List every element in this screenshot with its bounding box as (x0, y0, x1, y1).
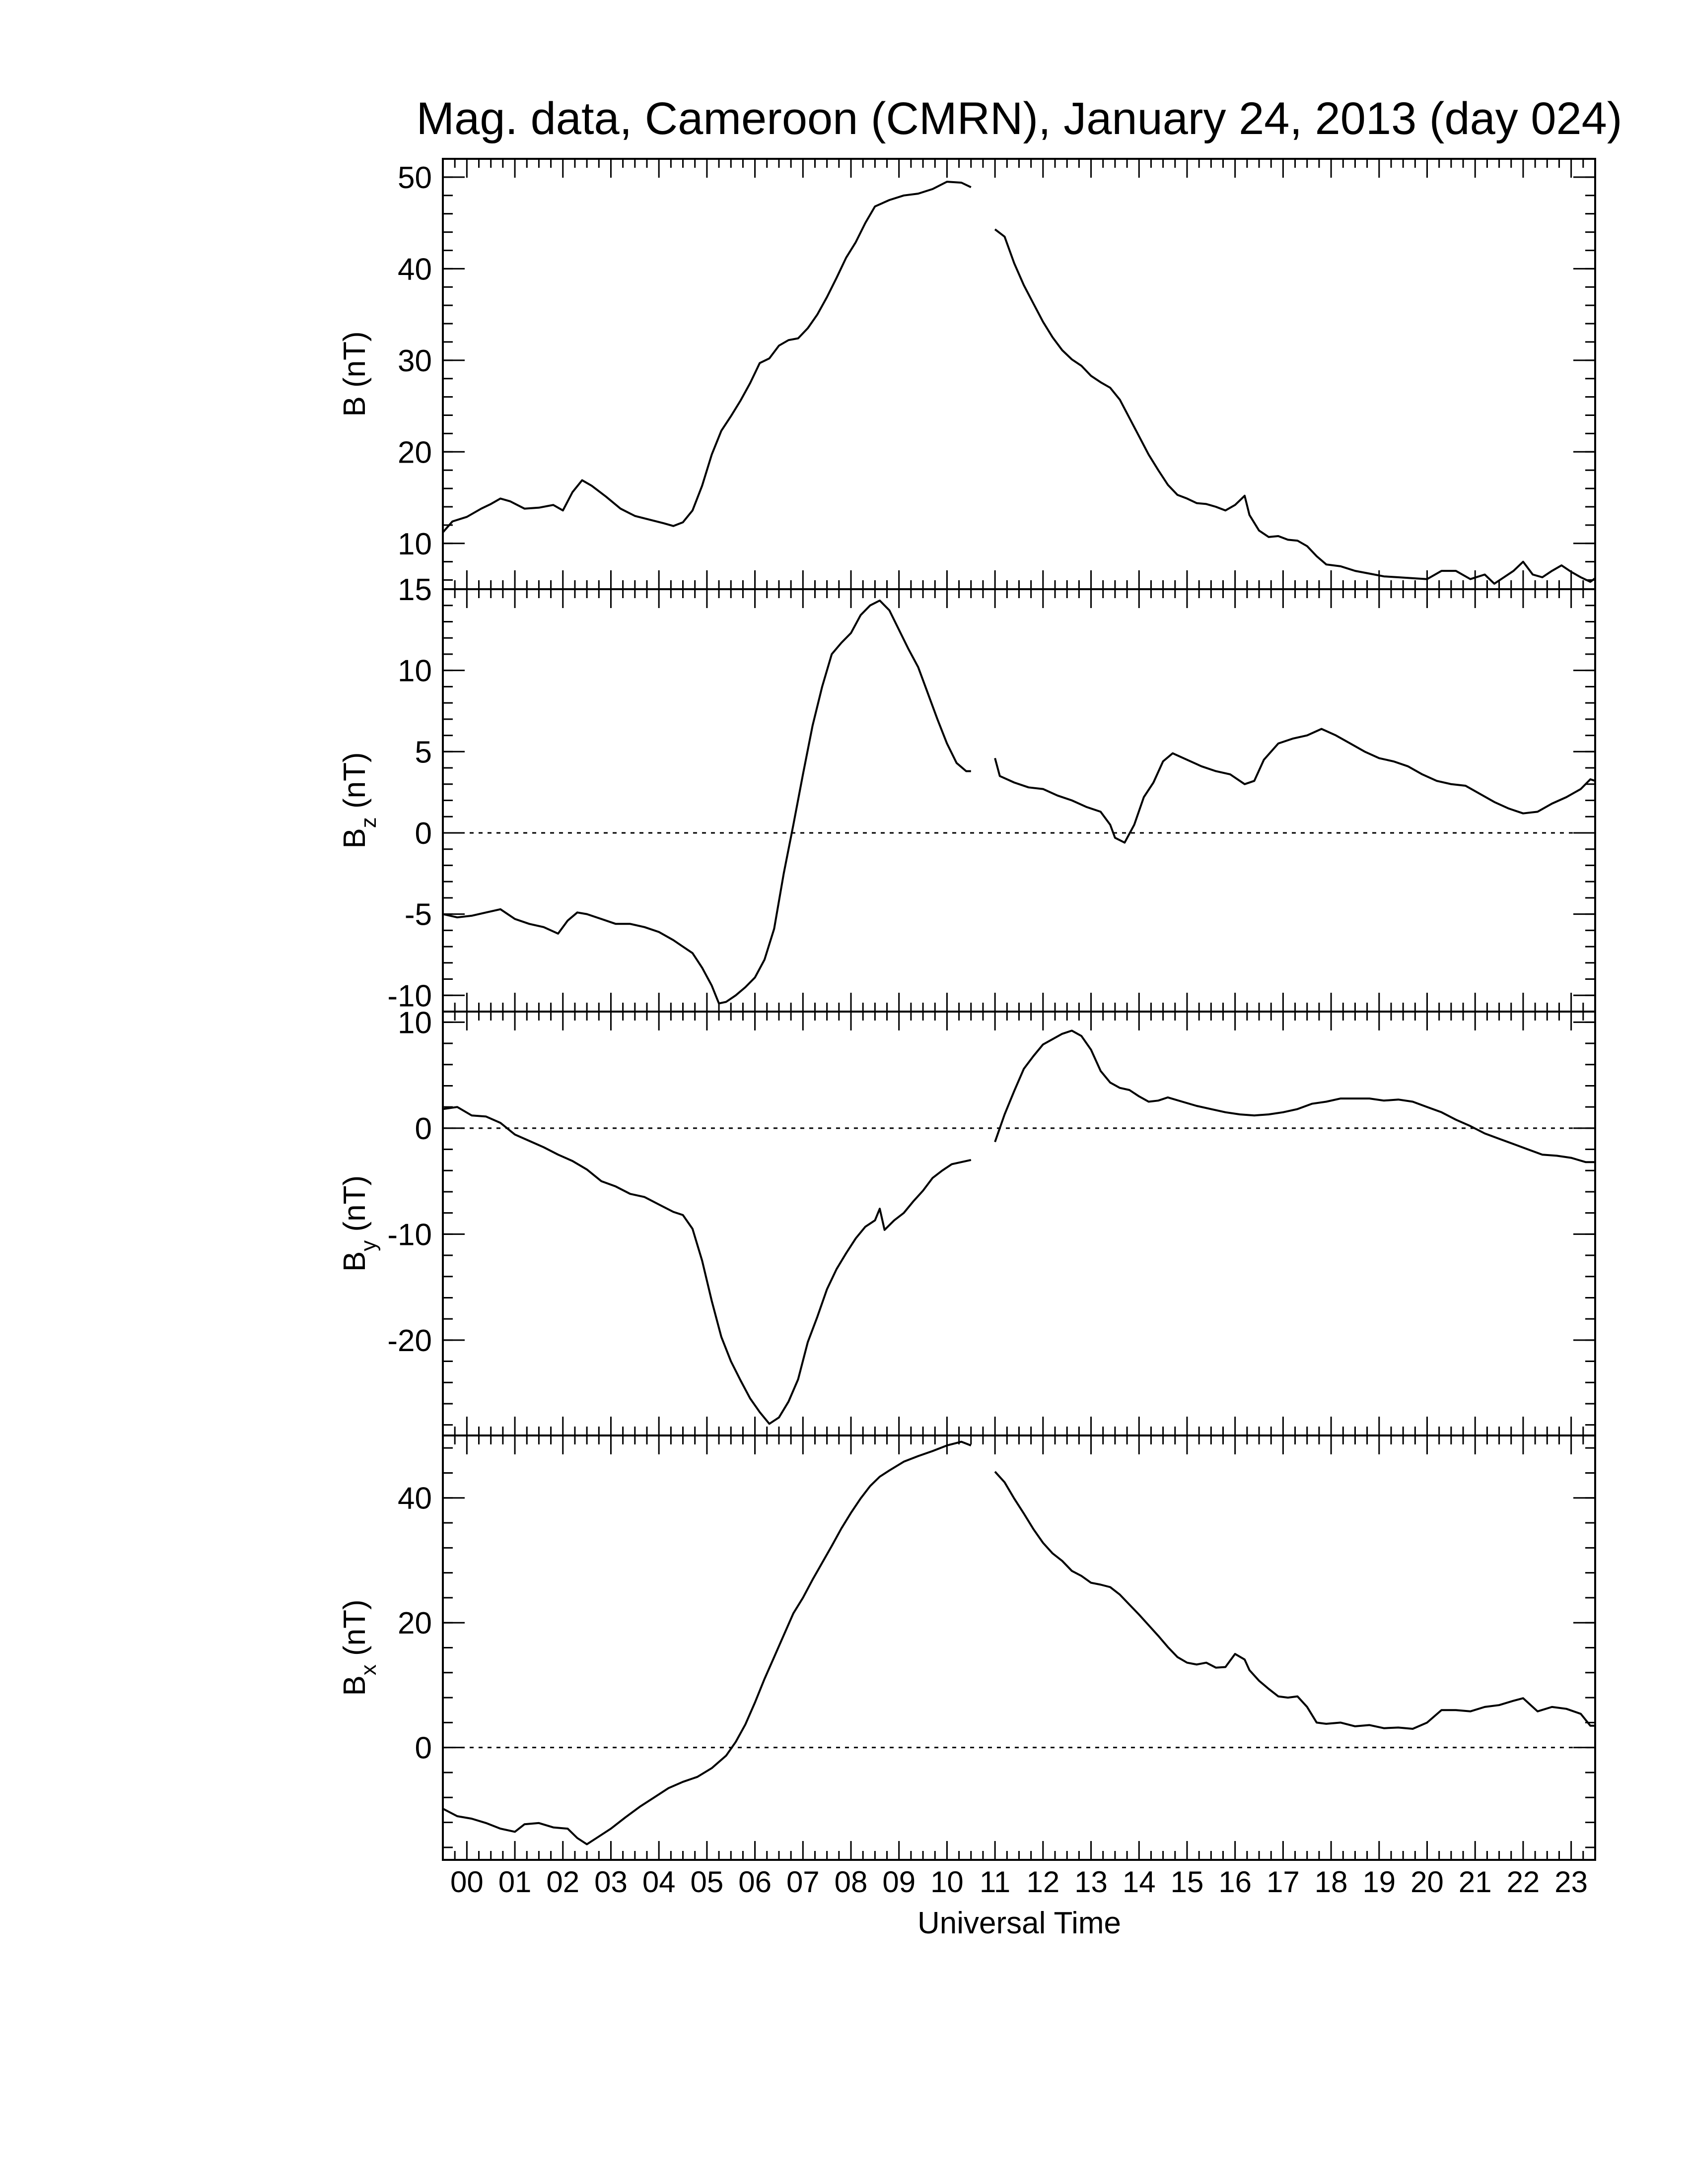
y-axis-label: B (nT) (338, 331, 372, 416)
panel-by: -20 -10 0 10 By (nT) (338, 1006, 1596, 1436)
y-ticks (443, 1447, 1595, 1848)
y-axis-label: Bx (nT) (338, 1599, 381, 1696)
series-line-segment-2 (994, 228, 1596, 585)
x-tick-label: 12 (1026, 1865, 1059, 1899)
series-line-segment-1 (442, 599, 971, 1005)
series-line-segment-1 (442, 181, 972, 533)
x-axis-title: Universal Time (917, 1906, 1121, 1940)
y-tick-label: 50 (398, 161, 432, 195)
panel-frame (442, 588, 1596, 1013)
x-ticks (442, 1012, 1596, 1435)
x-tick-label: 17 (1266, 1865, 1300, 1899)
y-tick-label: 10 (398, 654, 432, 688)
y-tick-label: 0 (415, 817, 432, 851)
x-tick-label: 13 (1074, 1865, 1108, 1899)
y-tick-label: 20 (398, 435, 432, 470)
series-line-segment-2 (994, 1029, 1595, 1163)
y-ticks (443, 158, 1595, 581)
y-tick-label: 5 (415, 735, 432, 769)
y-axis-label-subscript: z (356, 817, 381, 828)
x-tick-label: 14 (1123, 1865, 1156, 1899)
x-tick-label: 08 (835, 1865, 868, 1899)
panel-bx: 0 20 40 Bx (nT) (338, 1434, 1596, 1861)
x-tick-label: 07 (786, 1865, 820, 1899)
y-axis-label-main: B (338, 828, 372, 848)
y-axis-label-subscript: y (356, 1240, 381, 1251)
y-tick-label: -10 (387, 1218, 432, 1252)
x-tick-label: 18 (1315, 1865, 1348, 1899)
x-tick-label: 03 (594, 1865, 628, 1899)
y-axis-label: By (nT) (338, 1175, 381, 1272)
y-axis-label-unit: (nT) (338, 1175, 372, 1240)
chart-title: Mag. data, Cameroon (CMRN), January 24, … (417, 93, 1622, 144)
x-tick-label: 20 (1410, 1865, 1444, 1899)
y-axis-label-unit: (nT) (338, 331, 372, 396)
panel-b: 10 20 30 40 50 B (nT) (338, 158, 1596, 590)
y-axis-label-unit: (nT) (338, 752, 372, 817)
x-tick-label: 10 (930, 1865, 964, 1899)
x-ticks (442, 1435, 1596, 1860)
x-tick-label: 01 (498, 1865, 532, 1899)
y-axis-label-unit: (nT) (338, 1599, 372, 1664)
y-tick-label: 10 (398, 1006, 432, 1040)
x-tick-label: 16 (1218, 1865, 1252, 1899)
y-tick-label: -10 (387, 979, 432, 1013)
panel-frame (442, 1434, 1596, 1861)
x-tick-label: 15 (1171, 1865, 1204, 1899)
series-line-segment-1 (442, 1440, 972, 1845)
y-ticks (443, 588, 1595, 1013)
x-axis: Universal Time 00 01 02 03 04 05 06 07 08 09 10 11 1… (450, 1865, 1588, 1940)
panel-bz: -10 -5 0 5 10 15 Bz (nT) (338, 573, 1596, 1013)
y-ticks (443, 1021, 1595, 1426)
series-line-segment-2 (994, 1471, 1595, 1730)
y-tick-label: 0 (415, 1112, 432, 1146)
panels: 10 20 30 40 50 B (nT) -10 -5 0 5 10 15 Bz (nT) -20 -10… (338, 158, 1596, 1861)
series-line-segment-1 (442, 1106, 972, 1425)
y-axis-label-main: B (338, 1675, 372, 1696)
x-tick-label: 19 (1362, 1865, 1396, 1899)
y-tick-label: 10 (398, 527, 432, 561)
x-tick-label: 00 (450, 1865, 484, 1899)
y-tick-label: 40 (398, 252, 432, 286)
x-tick-label: 09 (882, 1865, 915, 1899)
y-tick-label: -5 (405, 898, 432, 932)
x-tick-label: 04 (642, 1865, 676, 1899)
y-axis-label-main: B (338, 1251, 372, 1272)
y-axis-label: Bz (nT) (338, 752, 381, 848)
y-tick-label: 15 (398, 573, 432, 607)
series-line-segment-2 (994, 728, 1596, 844)
panel-frame (442, 1011, 1596, 1436)
x-tick-label: 05 (691, 1865, 724, 1899)
panel-frame (442, 158, 1596, 590)
y-axis-label-main: B (338, 396, 372, 416)
x-tick-label: 21 (1459, 1865, 1492, 1899)
y-axis-label-subscript: x (356, 1664, 381, 1675)
x-tick-label: 06 (738, 1865, 772, 1899)
x-tick-label: 23 (1554, 1865, 1588, 1899)
y-tick-label: 30 (398, 344, 432, 378)
x-tick-label: 22 (1507, 1865, 1540, 1899)
x-ticks (442, 159, 1596, 589)
y-tick-label: 0 (415, 1731, 432, 1766)
y-tick-label: 20 (398, 1606, 432, 1640)
x-tick-label: 02 (546, 1865, 579, 1899)
x-tick-label: 11 (980, 1865, 1010, 1899)
y-tick-label: 40 (398, 1482, 432, 1516)
y-tick-label: -20 (387, 1324, 432, 1358)
x-ticks (442, 589, 1596, 1012)
